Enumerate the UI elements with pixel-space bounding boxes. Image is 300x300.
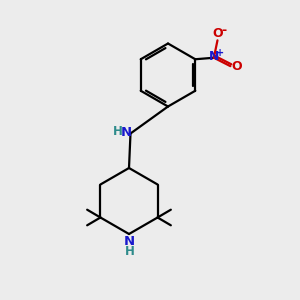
Text: O: O	[212, 27, 223, 40]
Text: H: H	[125, 245, 134, 258]
Text: +: +	[216, 48, 224, 58]
Text: N: N	[123, 235, 135, 248]
Text: N: N	[121, 125, 132, 139]
Text: -: -	[221, 24, 226, 37]
Text: N: N	[209, 50, 219, 63]
Text: O: O	[232, 60, 242, 73]
Text: H: H	[113, 124, 123, 138]
